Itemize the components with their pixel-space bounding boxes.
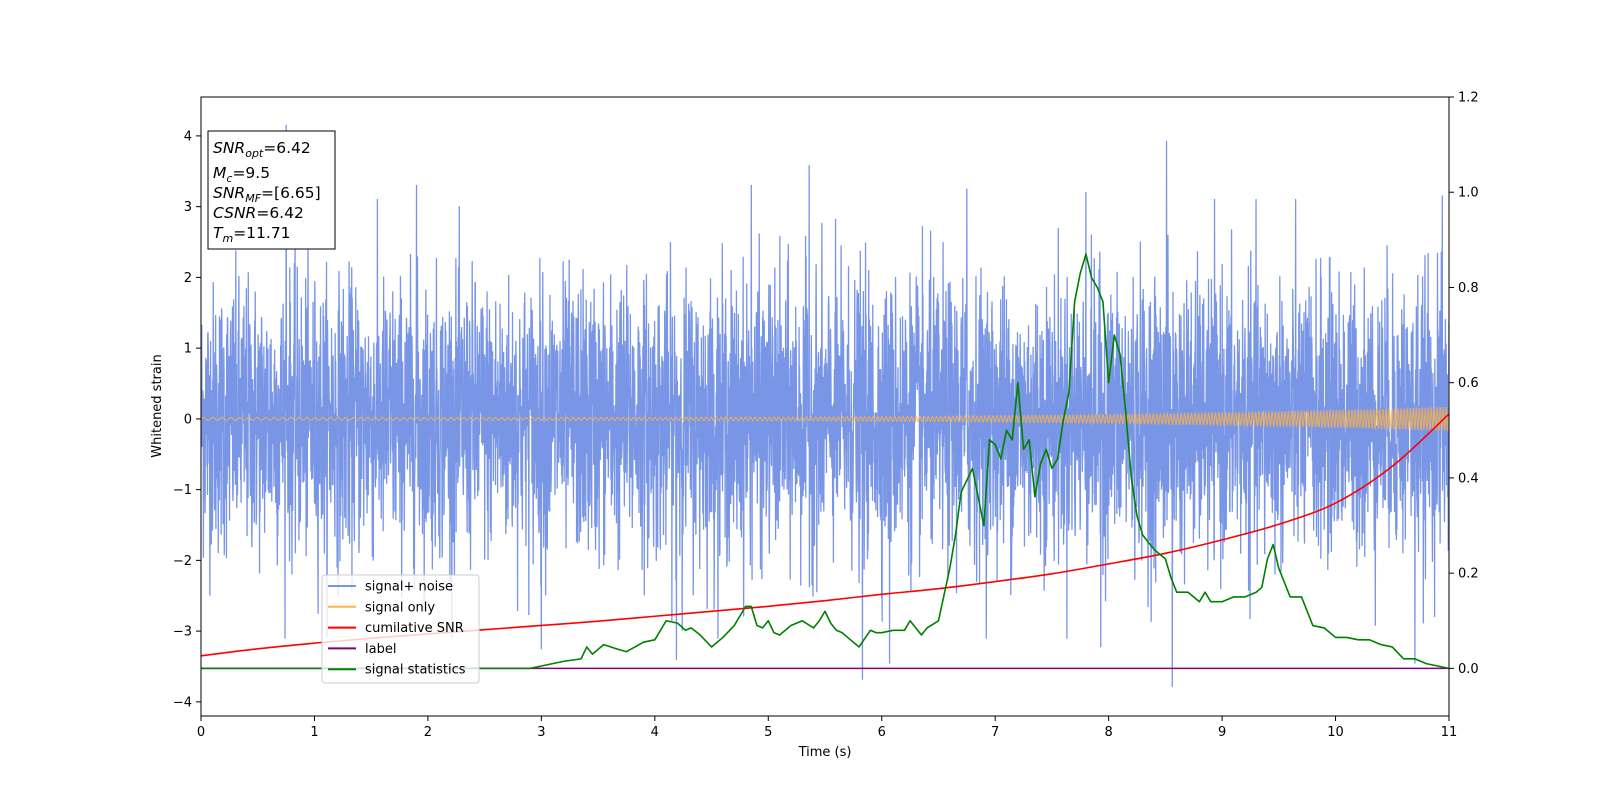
annotation-frame bbox=[207, 130, 336, 250]
annotation-line: Tm=11.71 bbox=[213, 224, 291, 245]
legend-label: signal only bbox=[365, 600, 435, 615]
legend-label: cumilative SNR bbox=[365, 621, 464, 636]
y-axis-right: 0.0 0.2 0.4 0.6 0.8 1.0 1.2 bbox=[1449, 91, 1479, 677]
y2-tick-label: 1.2 bbox=[1458, 91, 1479, 106]
annotation-variable: SNR bbox=[213, 139, 245, 157]
x-tick-label: 0 bbox=[197, 725, 205, 740]
y2-tick-label: 1.0 bbox=[1458, 186, 1479, 201]
x-tick-label: 7 bbox=[991, 725, 999, 740]
annotation-subscript: opt bbox=[245, 147, 264, 160]
x-tick-label: 8 bbox=[1104, 725, 1112, 740]
x-axis: 0 1 2 3 4 5 6 7 8 9 10 11 bbox=[197, 716, 1457, 740]
annotation-line: SNRopt=6.42 bbox=[213, 139, 311, 160]
x-tick-label: 3 bbox=[537, 725, 545, 740]
y-tick-label: −3 bbox=[173, 625, 192, 640]
annotation-line: SNRMF=[6.65] bbox=[213, 184, 321, 205]
series-signal-only bbox=[201, 405, 1449, 432]
annotation-line: Mc=9.5 bbox=[213, 164, 270, 185]
x-tick-label: 10 bbox=[1327, 725, 1344, 740]
y2-tick-label: 0.2 bbox=[1458, 567, 1479, 582]
y-tick-label: 0 bbox=[184, 412, 192, 427]
annotation-box: SNRopt=6.42Mc=9.5SNRMF=[6.65]CSNR=6.42Tm… bbox=[207, 130, 336, 250]
y-axis-label: Whitened strain bbox=[150, 354, 165, 457]
y-tick-label: −4 bbox=[173, 695, 192, 710]
annotation-variable: T bbox=[213, 224, 224, 242]
annotation-subscript: MF bbox=[245, 192, 261, 205]
legend-frame bbox=[321, 574, 480, 684]
y-tick-label: 3 bbox=[184, 200, 192, 215]
annotation-subscript: c bbox=[226, 172, 232, 185]
x-tick-label: 9 bbox=[1218, 725, 1226, 740]
y-axis-left: −4 −3 −2 −1 0 1 2 3 4 bbox=[173, 129, 201, 710]
annotation-value: =9.5 bbox=[232, 164, 270, 182]
annotation-line: CSNR=6.42 bbox=[213, 204, 304, 222]
legend-label: label bbox=[365, 642, 396, 657]
series-signal-statistics bbox=[201, 253, 1449, 670]
y-tick-label: −2 bbox=[173, 554, 192, 569]
y2-tick-label: 0.0 bbox=[1458, 662, 1479, 677]
annotation-variable: M bbox=[213, 164, 226, 182]
annotation-value: =6.42 bbox=[263, 139, 311, 157]
annotation-subscript: m bbox=[222, 232, 233, 245]
annotation-variable: CSNR bbox=[213, 204, 256, 222]
x-tick-label: 6 bbox=[878, 725, 886, 740]
annotation-variable: SNR bbox=[213, 184, 245, 202]
annotation-value: =[6.65] bbox=[261, 184, 321, 202]
y-tick-label: 1 bbox=[184, 342, 192, 357]
x-tick-label: 2 bbox=[424, 725, 432, 740]
y-tick-label: −1 bbox=[173, 483, 192, 498]
y2-tick-label: 0.4 bbox=[1458, 471, 1479, 486]
y2-tick-label: 0.6 bbox=[1458, 376, 1479, 391]
x-tick-label: 4 bbox=[651, 725, 659, 740]
y-tick-label: 2 bbox=[184, 271, 192, 286]
y-tick-label: 4 bbox=[184, 129, 192, 144]
x-tick-label: 5 bbox=[764, 725, 772, 740]
annotation-value: =11.71 bbox=[233, 224, 290, 242]
annotation-value: =6.42 bbox=[256, 204, 304, 222]
axes-frame bbox=[200, 96, 1450, 717]
legend-label: signal+ noise bbox=[365, 580, 453, 595]
legend: signal+ noise signal only cumilative SNR la… bbox=[321, 574, 480, 684]
y2-tick-label: 0.8 bbox=[1458, 281, 1479, 296]
x-axis-label: Time (s) bbox=[798, 745, 852, 760]
x-tick-label: 1 bbox=[310, 725, 318, 740]
legend-label: signal statistics bbox=[365, 663, 466, 678]
x-tick-label: 11 bbox=[1441, 725, 1458, 740]
